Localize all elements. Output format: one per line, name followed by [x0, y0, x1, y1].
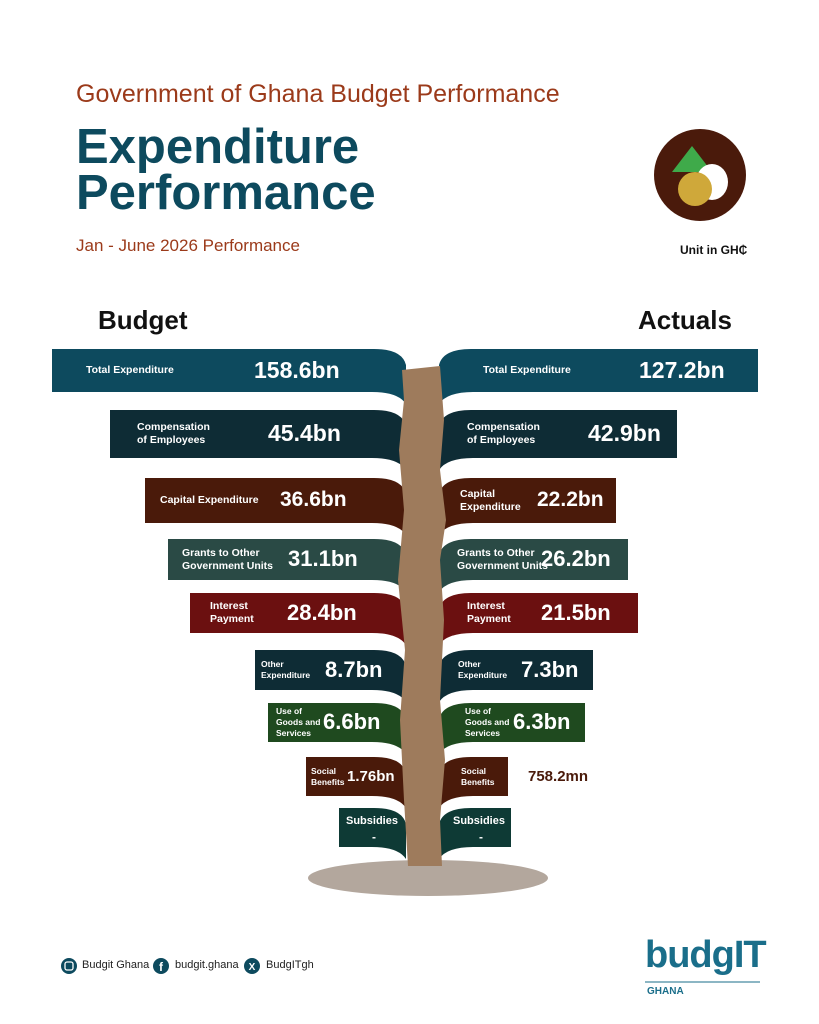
row-value: 36.6bn: [280, 487, 347, 511]
budget-bar: [190, 593, 406, 645]
row-label: Use of: [276, 706, 302, 716]
title: Expenditure Performance: [76, 120, 376, 220]
row-value: 127.2bn: [639, 356, 725, 383]
title-line: Expenditure: [76, 120, 360, 174]
row-value: 7.3bn: [521, 656, 579, 682]
row-label: Subsidies: [346, 815, 398, 827]
row-value: 28.4bn: [287, 599, 357, 625]
supertitle: Government of Ghana Budget Performance: [76, 80, 560, 108]
row-value: 8.7bn: [325, 656, 383, 682]
budget-bar: [339, 808, 406, 859]
brand: budgIT: [645, 934, 767, 976]
actual-bar: [439, 410, 677, 470]
row-label: Capital: [460, 487, 496, 500]
row-value: 26.2bn: [541, 546, 611, 572]
row-label: Interest: [467, 600, 505, 612]
row-label: Grants to Other: [182, 546, 260, 559]
row-label: Compensation: [137, 421, 210, 433]
row-value: 22.2bn: [537, 487, 604, 511]
row-label: Other: [458, 659, 481, 669]
social-handle: budgit.ghana: [175, 959, 239, 971]
row-label: Compensation: [467, 421, 540, 433]
budget-bar: [110, 410, 406, 470]
unit: Unit in GH₵: [680, 243, 748, 257]
actual-bar: [439, 349, 758, 404]
logo-arrow: [672, 146, 712, 172]
svg-text:f: f: [159, 960, 164, 974]
row-label: Goods and: [276, 717, 321, 727]
budget-bar: [168, 539, 406, 592]
budget-bar: [255, 650, 406, 702]
actual-bar: [439, 539, 628, 592]
row-label: Services: [276, 728, 311, 738]
row-label: Other: [261, 659, 284, 669]
row-label: Interest: [210, 600, 248, 612]
actual-bar: [439, 593, 638, 645]
row-label: Expenditure: [458, 670, 508, 680]
period: Jan - June 2026 Performance: [76, 236, 300, 255]
row-label: Goods and: [465, 717, 510, 727]
row-label: Capital Expenditure: [160, 494, 259, 506]
actual-bar: [439, 478, 616, 535]
row-label: Payment: [467, 613, 511, 625]
row-label: Total Expenditure: [86, 364, 174, 376]
row-label: Use of: [465, 706, 491, 716]
row-label: Benefits: [461, 776, 495, 787]
row-label: Subsidies: [453, 815, 505, 827]
row-value: 758.2mn: [528, 767, 589, 785]
budget-bar: [52, 349, 406, 404]
row-label: Government Units: [182, 559, 274, 572]
social-handle: Budgit Ghana: [82, 959, 150, 971]
trunk-shadow: [308, 860, 548, 896]
row-value: 31.1bn: [288, 546, 358, 572]
row-value: 6.3bn: [513, 709, 571, 735]
actual-bar: [439, 650, 593, 702]
actual-bar: [439, 703, 585, 754]
row-value: 45.4bn: [268, 420, 341, 447]
row-label: Total Expenditure: [483, 364, 571, 376]
row-label: Government Units: [457, 559, 549, 572]
row-label: Social: [311, 765, 337, 776]
budget-bar: [306, 757, 406, 808]
row-label: Payment: [210, 613, 254, 625]
title-line: Performance: [76, 166, 376, 220]
column-heading: Actuals: [638, 305, 732, 335]
row-value: 42.9bn: [588, 420, 661, 447]
row-label: of Employees: [137, 434, 206, 446]
actual-bar: [439, 808, 511, 859]
svg-text:X: X: [249, 962, 256, 973]
footer-icons: f X: [61, 958, 260, 974]
row-label: Expenditure: [261, 670, 311, 680]
logo-coin: [678, 172, 712, 206]
row-label: Expenditure: [460, 500, 521, 513]
row-label: Benefits: [311, 776, 345, 787]
row-label: Services: [465, 728, 500, 738]
row-label: Grants to Other: [457, 546, 535, 559]
row-value: 158.6bn: [254, 356, 340, 383]
row-value: -: [479, 830, 483, 844]
brand-country: GHANA: [647, 986, 684, 997]
row-value: 1.76bn: [347, 767, 395, 785]
budget-bar: [268, 703, 406, 754]
row-label: of Employees: [467, 434, 536, 446]
actual-bar: [439, 757, 508, 808]
budget-bar: [145, 478, 406, 535]
social-handle: BudgITgh: [266, 959, 314, 971]
trunk: [398, 366, 446, 866]
column-heading: Budget: [98, 305, 188, 335]
row-value: -: [372, 830, 376, 844]
row-value: 6.6bn: [323, 709, 381, 735]
row-value: 21.5bn: [541, 599, 611, 625]
row-label: Social: [461, 765, 487, 776]
